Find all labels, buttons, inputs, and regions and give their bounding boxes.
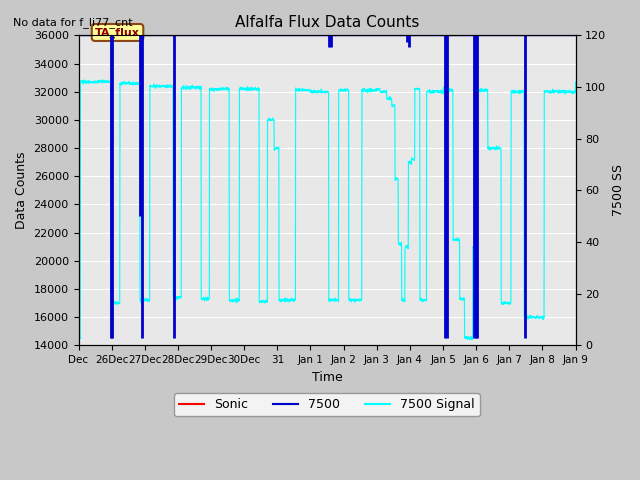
Text: No data for f_li77_cnt: No data for f_li77_cnt	[13, 17, 132, 28]
Y-axis label: 7500 SS: 7500 SS	[612, 164, 625, 216]
Text: TA_flux: TA_flux	[95, 27, 140, 37]
Y-axis label: Data Counts: Data Counts	[15, 152, 28, 229]
X-axis label: Time: Time	[312, 371, 342, 384]
Title: Alfalfa Flux Data Counts: Alfalfa Flux Data Counts	[235, 15, 419, 30]
Legend: Sonic, 7500, 7500 Signal: Sonic, 7500, 7500 Signal	[174, 394, 480, 417]
